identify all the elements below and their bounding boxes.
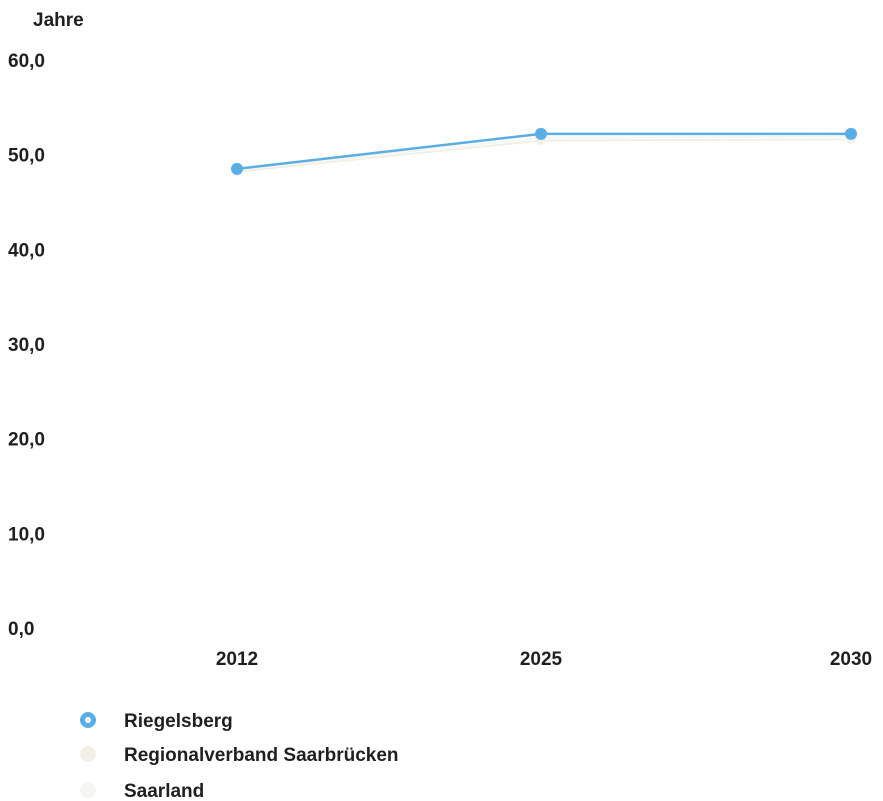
x-tick-label: 2025 (520, 649, 563, 670)
legend-marker (80, 782, 96, 798)
y-tick-label: 40,0 (8, 240, 45, 261)
y-axis-title: Jahre (33, 10, 84, 31)
y-tick-label: 10,0 (8, 524, 45, 545)
data-point (231, 162, 243, 175)
series-line (236, 138, 852, 173)
series-points (231, 127, 857, 177)
y-tick-label: 20,0 (8, 430, 45, 451)
x-tick-label: 2030 (830, 649, 872, 670)
legend-label: Regionalverband Saarbrücken (124, 745, 399, 766)
y-tick-label: 30,0 (8, 335, 45, 356)
legend: Riegelsberg Regionalverband Saarbrücken Sa… (80, 711, 399, 801)
y-tick-label: 60,0 (8, 51, 45, 72)
data-point (845, 127, 857, 140)
legend-marker-center (85, 717, 91, 723)
y-tick-label: 0,0 (8, 619, 34, 640)
x-axis-ticks: 2012 2025 2030 (216, 649, 872, 670)
x-tick-label: 2012 (216, 649, 258, 670)
y-axis-ticks: 0,0 10,0 20,0 30,0 40,0 50,0 60,0 (8, 51, 45, 640)
legend-marker (80, 746, 96, 762)
data-point (535, 127, 547, 140)
legend-label: Riegelsberg (124, 711, 233, 732)
y-tick-label: 50,0 (8, 146, 45, 167)
legend-label: Saarland (124, 781, 204, 801)
